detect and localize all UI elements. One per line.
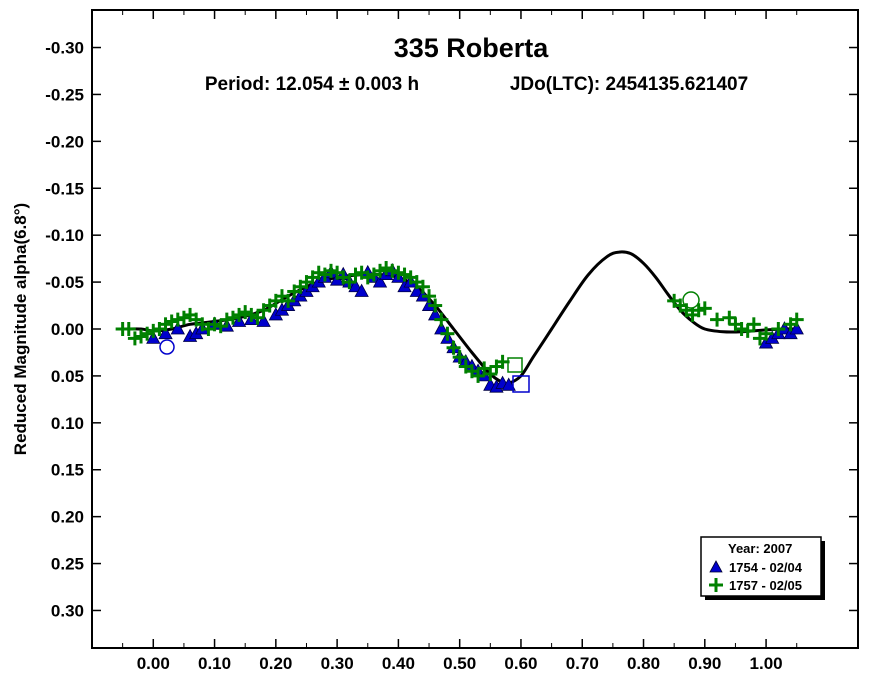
point-plus bbox=[452, 350, 467, 365]
point-plus bbox=[710, 312, 725, 327]
x-tick-label: 0.50 bbox=[443, 654, 476, 673]
point-triangle bbox=[256, 313, 271, 327]
point-plus bbox=[697, 301, 712, 316]
point-triangle bbox=[501, 377, 516, 391]
y-tick-label: 0.30 bbox=[51, 601, 84, 620]
point-plus bbox=[746, 317, 761, 332]
point-triangle bbox=[372, 274, 388, 288]
x-tick-label: 0.90 bbox=[688, 654, 721, 673]
x-tick-label: 0.70 bbox=[566, 654, 599, 673]
x-tick-label: 0.20 bbox=[259, 654, 292, 673]
end-square-marker-1754 bbox=[512, 375, 530, 393]
x-tick-label: 0.10 bbox=[198, 654, 231, 673]
point-plus bbox=[281, 293, 296, 308]
session-start-end-markers bbox=[159, 291, 700, 393]
legend-entry-1757: 1757 - 02/05 bbox=[729, 578, 802, 593]
x-tick-label: 0.80 bbox=[627, 654, 660, 673]
period-label: Period: 12.054 ± 0.003 h bbox=[205, 74, 419, 95]
point-plus bbox=[789, 312, 804, 327]
point-plus bbox=[471, 368, 486, 383]
y-axis-label: Reduced Magnitude alpha(6.8°) bbox=[11, 203, 30, 455]
point-plus bbox=[342, 275, 357, 290]
y-tick-label: 0.15 bbox=[51, 461, 84, 480]
series-1757 bbox=[115, 261, 804, 383]
legend-plus-marker bbox=[709, 578, 723, 592]
x-tick-label: 0.40 bbox=[382, 654, 415, 673]
point-triangle bbox=[348, 278, 363, 293]
y-tick-label: -0.05 bbox=[45, 273, 84, 292]
y-tick-label: 0.20 bbox=[51, 508, 84, 527]
y-tick-label: -0.15 bbox=[45, 179, 84, 198]
point-plus bbox=[434, 312, 449, 327]
legend-triangle-marker bbox=[709, 560, 723, 573]
y-tick-label: 0.05 bbox=[51, 367, 84, 386]
y-axis-ticks: -0.30 -0.25 -0.20 -0.15 -0.10 -0.05 0.00 0.05 0.… bbox=[45, 39, 858, 620]
x-axis-ticks: 0.00 0.10 0.20 0.30 0.40 0.50 0.60 0.70 0.80 0.90… bbox=[122, 10, 798, 673]
y-tick-label: 0.00 bbox=[51, 320, 84, 339]
point-triangle bbox=[354, 283, 369, 297]
point-plus bbox=[495, 354, 510, 369]
point-plus bbox=[422, 289, 437, 304]
point-plus bbox=[446, 340, 461, 355]
y-tick-label: -0.25 bbox=[45, 85, 84, 104]
start-circle-marker-1757 bbox=[682, 291, 700, 309]
end-square-marker-1757 bbox=[507, 357, 523, 373]
chart-title: 335 Roberta bbox=[394, 33, 550, 63]
x-tick-label: 0.30 bbox=[321, 654, 354, 673]
data-points bbox=[115, 261, 804, 393]
legend-title: Year: 2007 bbox=[728, 541, 792, 556]
epoch-label: JDo(LTC): 2454135.621407 bbox=[510, 74, 748, 95]
x-tick-label: 0.60 bbox=[504, 654, 537, 673]
start-circle-marker-1754 bbox=[159, 339, 175, 355]
point-triangle bbox=[170, 321, 185, 335]
y-tick-label: -0.20 bbox=[45, 132, 84, 151]
y-tick-label: -0.10 bbox=[45, 226, 84, 245]
point-plus bbox=[250, 310, 265, 325]
x-tick-label: 1.00 bbox=[750, 654, 783, 673]
point-plus bbox=[771, 322, 786, 336]
point-plus bbox=[415, 279, 430, 294]
point-plus bbox=[440, 326, 455, 341]
legend: Year: 2007 1754 - 02/04 1757 - 02/05 bbox=[700, 536, 825, 600]
y-tick-label: -0.30 bbox=[45, 39, 84, 58]
point-triangle bbox=[158, 325, 173, 340]
point-plus bbox=[121, 322, 136, 336]
point-triangle bbox=[789, 321, 804, 335]
y-tick-label: 0.10 bbox=[51, 414, 84, 433]
point-plus bbox=[759, 326, 774, 341]
legend-entry-1754: 1754 - 02/04 bbox=[729, 560, 803, 575]
y-tick-label: 0.25 bbox=[51, 555, 84, 574]
fit-curve bbox=[122, 250, 797, 386]
point-triangle bbox=[409, 283, 424, 297]
x-tick-label: 0.00 bbox=[137, 654, 170, 673]
point-plus bbox=[483, 367, 498, 382]
point-plus bbox=[428, 298, 443, 313]
